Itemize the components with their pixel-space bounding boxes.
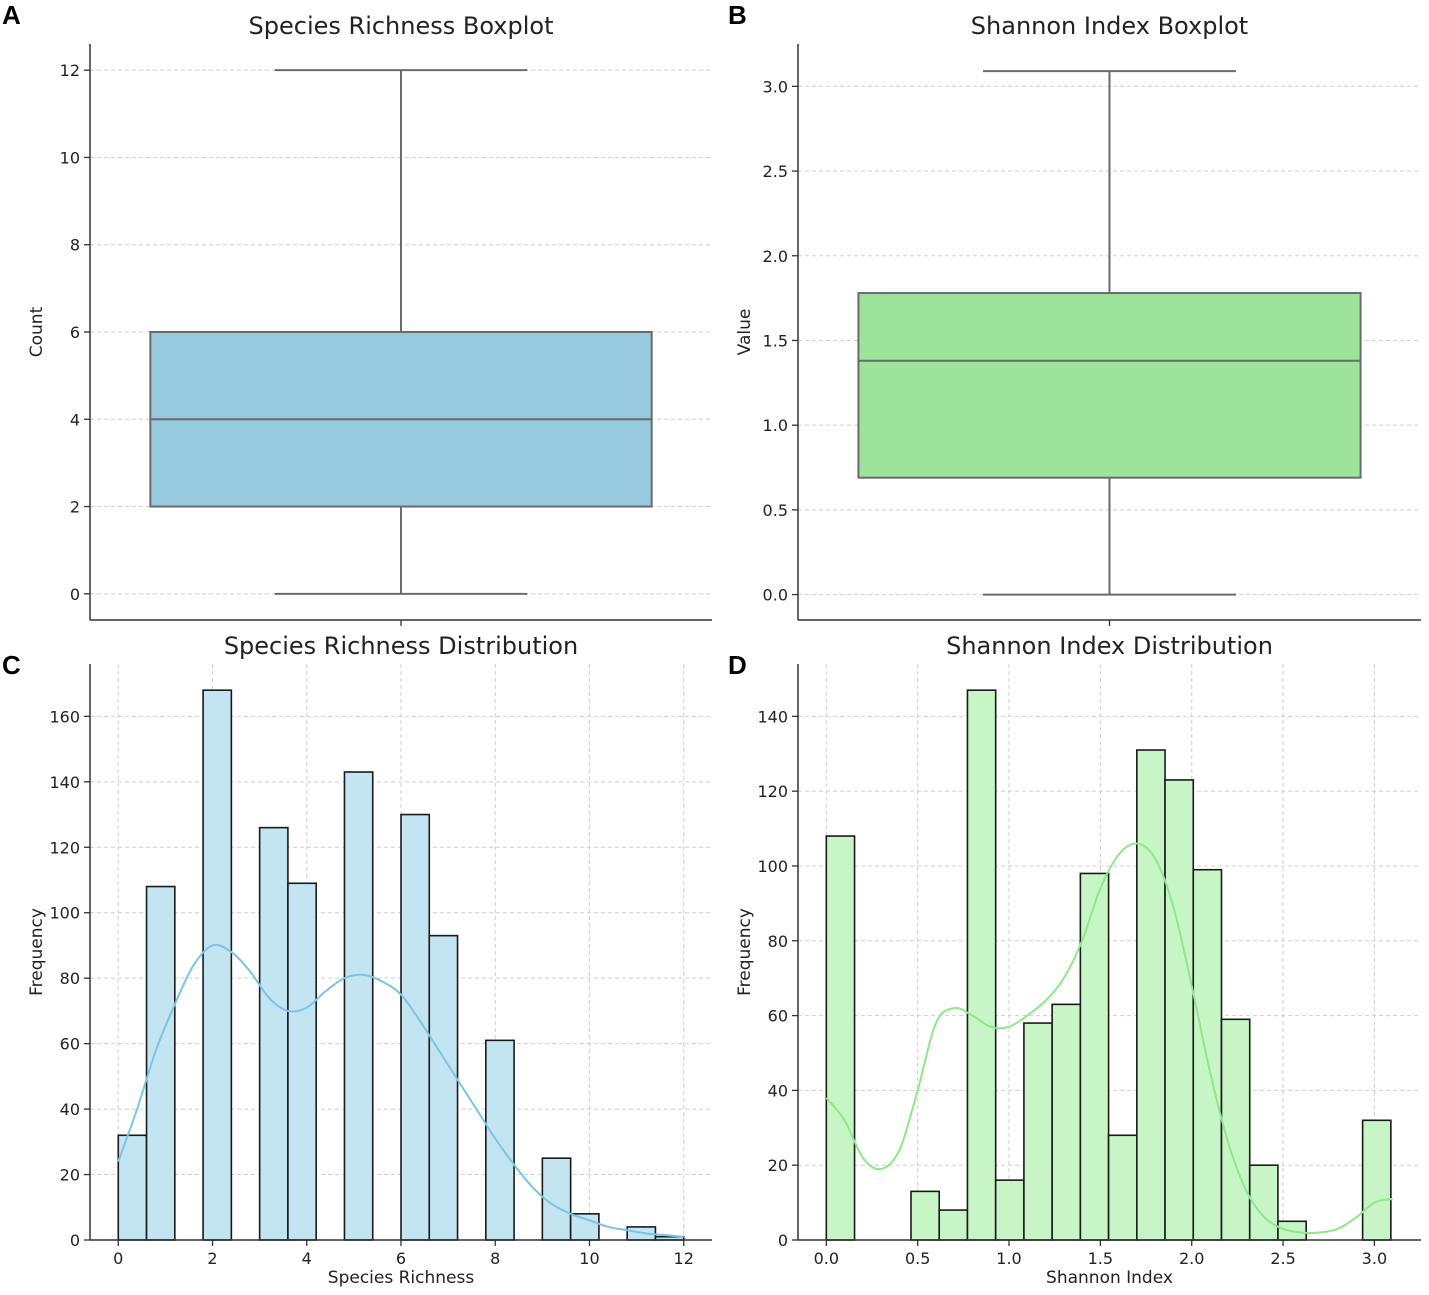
x-axis-label: Species Richness [328, 1268, 475, 1288]
x-tick-label: 0 [113, 1249, 123, 1268]
x-tick-label: 10 [579, 1249, 599, 1268]
panel-letter: D [728, 650, 747, 680]
x-axis-label: Shannon Index [1046, 1268, 1173, 1288]
histogram-bar [1220, 1018, 1251, 1241]
y-tick-label: 10 [60, 148, 80, 167]
y-tick-label: 120 [49, 838, 80, 857]
y-tick-label: 0.0 [763, 586, 788, 605]
panel-letter: B [728, 0, 747, 30]
y-tick-label: 3.0 [763, 77, 788, 96]
y-tick-label: 40 [768, 1081, 788, 1100]
x-tick-label: 0.0 [814, 1249, 839, 1268]
y-tick-label: 4 [70, 410, 80, 429]
histogram-bar [994, 1179, 1025, 1241]
x-tick-label: 2 [207, 1249, 217, 1268]
histogram-bar [258, 826, 289, 1241]
x-tick-label: 12 [674, 1249, 694, 1268]
iqr-box [857, 292, 1362, 479]
x-tick-label: 8 [490, 1249, 500, 1268]
x-tick-label: 1.5 [1088, 1249, 1113, 1268]
y-tick-label: 0 [778, 1231, 788, 1250]
y-tick-label: 12 [60, 61, 80, 80]
x-tick-label: 3.0 [1362, 1249, 1387, 1268]
histogram-bar [1079, 872, 1110, 1241]
y-tick-label: 80 [60, 969, 80, 988]
chart-title: Species Richness Boxplot [249, 12, 554, 40]
chart-title: Shannon Index Distribution [946, 632, 1273, 660]
y-tick-label: 8 [70, 236, 80, 255]
y-axis-label: Frequency [27, 908, 47, 996]
y-tick-label: 120 [757, 782, 788, 801]
histogram-bar [825, 835, 856, 1241]
x-tick-label: 2.0 [1179, 1249, 1204, 1268]
y-tick-label: 140 [757, 707, 788, 726]
histogram-bar [343, 771, 374, 1241]
y-tick-label: 6 [70, 323, 80, 342]
x-tick-label: 6 [396, 1249, 406, 1268]
histogram-bar [202, 689, 233, 1241]
y-tick-label: 2 [70, 498, 80, 517]
y-tick-label: 100 [757, 857, 788, 876]
histogram-bar [428, 934, 459, 1241]
kde-curve [825, 842, 1393, 1234]
chart-title: Shannon Index Boxplot [971, 12, 1248, 40]
y-tick-label: 80 [768, 932, 788, 951]
histogram-bar [485, 1039, 515, 1241]
y-tick-label: 140 [49, 773, 80, 792]
y-tick-label: 2.0 [763, 247, 788, 266]
y-axis-label: Count [27, 306, 47, 357]
x-tick-label: 4 [302, 1249, 312, 1268]
y-tick-label: 20 [768, 1156, 788, 1175]
histogram-bar [966, 689, 997, 1241]
y-axis-label: Frequency [735, 908, 755, 996]
histogram-bar [1164, 779, 1195, 1241]
chart-title: Species Richness Distribution [224, 632, 578, 660]
histogram-bar [1051, 1003, 1082, 1241]
kde-curve [117, 943, 684, 1238]
panel-d: D Shannon Index Distribution 0 20 40 60 80 100 1… [728, 632, 1421, 1288]
y-tick-label: 40 [60, 1100, 80, 1119]
y-tick-label: 1.5 [763, 331, 788, 350]
histogram-bar [1361, 1119, 1392, 1241]
histogram-bar [938, 1209, 969, 1241]
x-tick-label: 2.5 [1270, 1249, 1295, 1268]
y-tick-label: 20 [60, 1166, 80, 1185]
x-tick-label: 0.5 [905, 1249, 930, 1268]
histogram-bar [1248, 1164, 1279, 1241]
y-tick-label: 2.5 [763, 162, 788, 181]
histogram-bar [1023, 1022, 1053, 1241]
y-tick-label: 60 [768, 1007, 788, 1026]
y-tick-label: 100 [49, 904, 80, 923]
panel-letter: A [2, 0, 21, 30]
panel-letter: C [2, 650, 21, 680]
histogram-bar [1192, 868, 1223, 1241]
histogram-bar [1136, 749, 1166, 1241]
histogram-bar [1107, 1134, 1138, 1241]
y-tick-label: 160 [49, 707, 80, 726]
panel-b: B Shannon Index Boxplot 0.0 0.5 1.0 1.5 2.0 2.5… [728, 0, 1421, 626]
y-tick-label: 0.5 [763, 501, 788, 520]
y-tick-label: 0 [70, 1231, 80, 1250]
y-axis-label: Value [735, 309, 755, 356]
panel-a: A Species Richness Boxplot 0 2 4 6 8 10 12 Count [2, 0, 712, 626]
y-tick-label: 60 [60, 1035, 80, 1054]
x-tick-label: 1.0 [996, 1249, 1021, 1268]
y-tick-label: 0 [70, 585, 80, 604]
y-tick-label: 1.0 [763, 416, 788, 435]
histogram-bar [910, 1190, 941, 1241]
histogram-bar [569, 1213, 600, 1241]
histogram-bar [287, 882, 317, 1241]
